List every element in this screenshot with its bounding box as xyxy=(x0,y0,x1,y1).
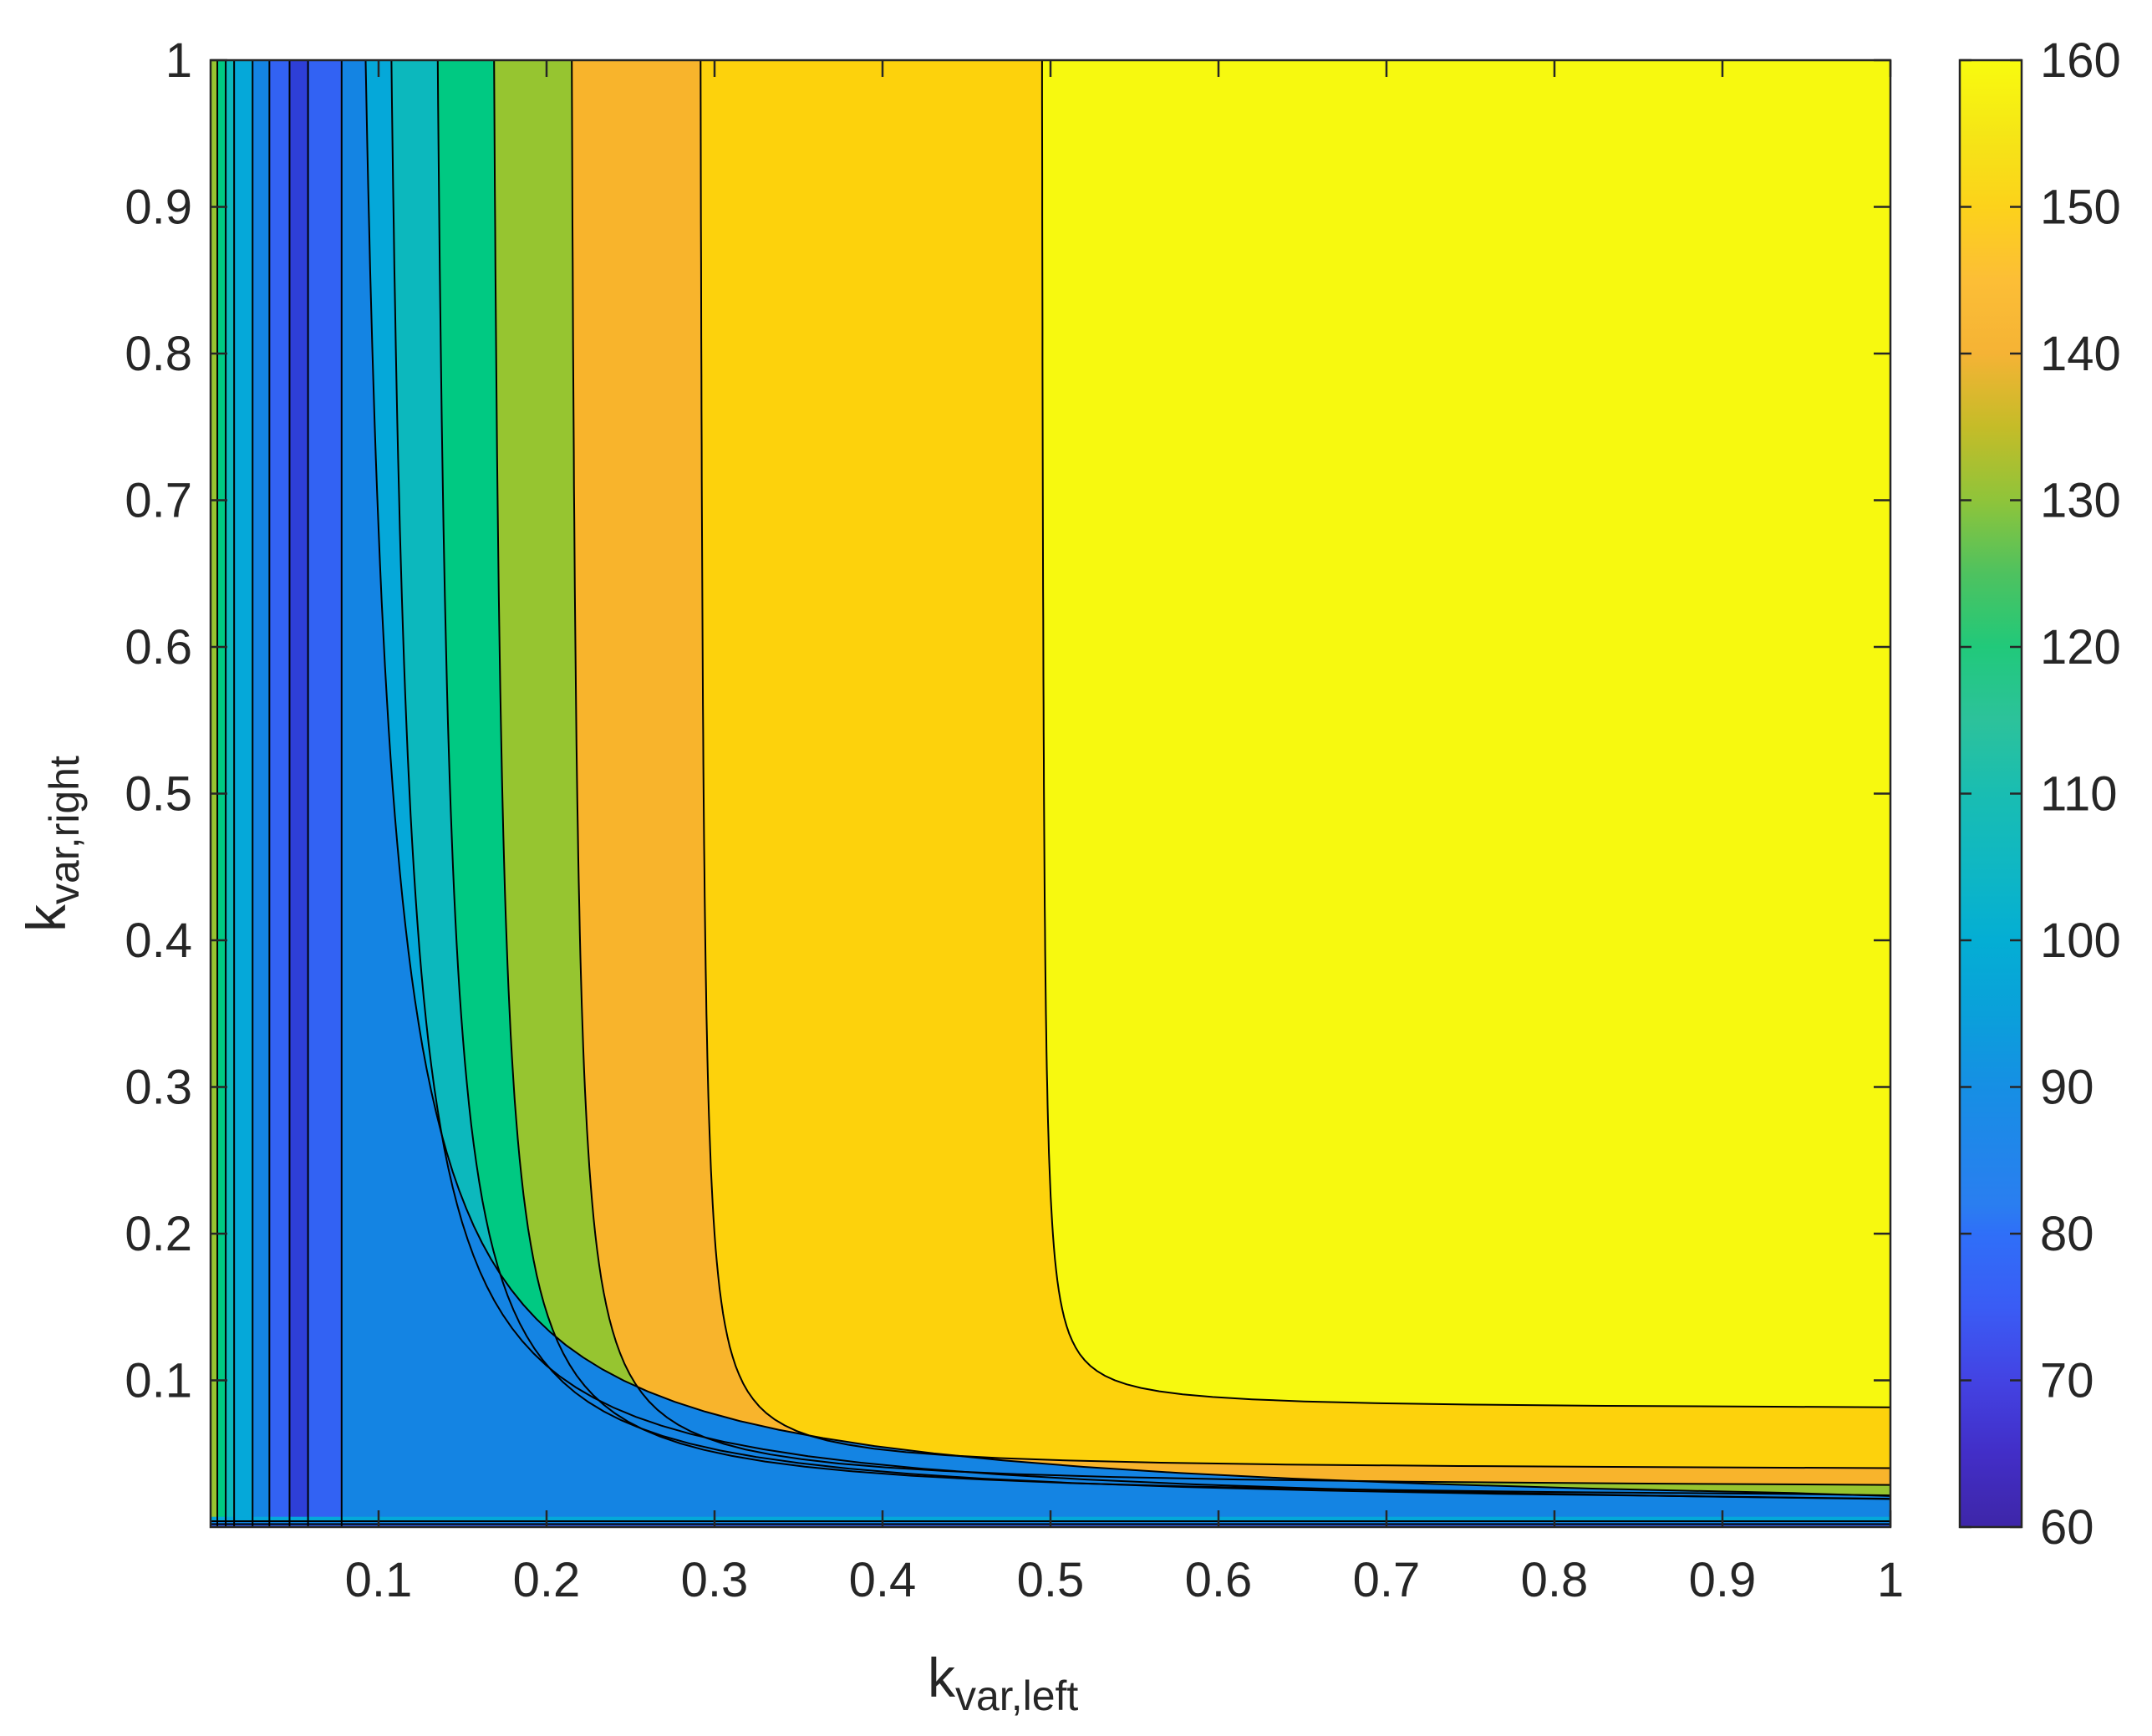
contour-line xyxy=(390,60,1890,1500)
y-axis-label-base: k xyxy=(15,904,77,932)
contour-line xyxy=(436,60,1890,1500)
y-axis-label: kvar,right xyxy=(15,756,88,932)
colorbar-tick-label: 110 xyxy=(2040,767,2117,822)
colorbar-ticks xyxy=(1960,59,2022,1529)
x-tick-label: 0.1 xyxy=(345,1553,413,1607)
colorbar-tick-label: 60 xyxy=(2040,1500,2094,1555)
x-tick-label: 0.7 xyxy=(1353,1553,1421,1607)
y-tick-label: 0.8 xyxy=(125,327,192,381)
y-tick-label: 0.3 xyxy=(125,1061,192,1115)
y-tick-label: 0.2 xyxy=(125,1207,192,1261)
colorbar: 60 70 80 90 100 110 120 130 140 150 160 xyxy=(1958,33,2121,1555)
y-tick-label: 0.6 xyxy=(125,620,192,675)
axis-ticks xyxy=(211,59,1892,1527)
x-tick-label: 0.3 xyxy=(681,1553,749,1607)
contour-band xyxy=(269,60,290,1527)
y-axis-label-sub: var,right xyxy=(41,756,88,904)
x-tick-label: 0.4 xyxy=(849,1553,917,1607)
contour-band xyxy=(234,60,253,1527)
x-axis-label-base: k xyxy=(928,1647,956,1708)
colorbar-tick-label: 80 xyxy=(2040,1207,2094,1261)
y-tick-labels: 0.1 0.2 0.3 0.4 0.5 0.6 0.7 0.8 0.9 1 xyxy=(125,33,192,1408)
contour-band xyxy=(226,60,235,1527)
contour-line xyxy=(700,60,1890,1469)
colorbar-tick-label: 90 xyxy=(2040,1061,2094,1115)
x-axis-label: kvar,left xyxy=(928,1647,1078,1719)
contour-line xyxy=(364,60,1890,1497)
x-tick-label: 0.5 xyxy=(1017,1553,1085,1607)
y-tick-label: 1 xyxy=(165,33,192,88)
colorbar-tick-label: 70 xyxy=(2040,1354,2094,1408)
colorbar-tick-labels: 60 70 80 90 100 110 120 130 140 150 160 xyxy=(2040,33,2121,1555)
contour-band xyxy=(211,60,1890,1527)
contour-band xyxy=(211,60,1890,1527)
y-tick-label: 0.7 xyxy=(125,474,192,528)
contour-line xyxy=(571,60,1890,1486)
x-tick-label: 0.8 xyxy=(1521,1553,1589,1607)
y-tick-label: 0.4 xyxy=(125,914,192,968)
plot-area xyxy=(211,60,1890,1527)
y-tick-label: 0.9 xyxy=(125,181,192,235)
y-tick-label: 0.1 xyxy=(125,1354,192,1408)
colorbar-tick-label: 150 xyxy=(2040,181,2121,235)
colorbar-tick-label: 160 xyxy=(2040,33,2121,88)
x-tick-labels: 0.1 0.2 0.3 0.4 0.5 0.6 0.7 0.8 0.9 1 xyxy=(345,1553,1904,1607)
x-tick-label: 0.6 xyxy=(1185,1553,1253,1607)
colorbar-tick-label: 140 xyxy=(2040,327,2121,381)
contour-band xyxy=(289,60,309,1527)
x-tick-label: 1 xyxy=(1877,1553,1904,1607)
colorbar-tick-label: 120 xyxy=(2040,620,2121,675)
x-axis-label-sub: var,left xyxy=(955,1672,1078,1719)
y-tick-label: 0.5 xyxy=(125,767,192,822)
x-tick-label: 0.9 xyxy=(1689,1553,1757,1607)
contour-bands xyxy=(211,60,1890,1527)
colorbar-tick-label: 100 xyxy=(2040,914,2121,968)
contour-line xyxy=(1040,60,1890,1408)
colorbar-tick-label: 130 xyxy=(2040,474,2121,528)
contour-band xyxy=(308,60,343,1527)
x-tick-label: 0.2 xyxy=(513,1553,581,1607)
contour-band xyxy=(252,60,270,1527)
